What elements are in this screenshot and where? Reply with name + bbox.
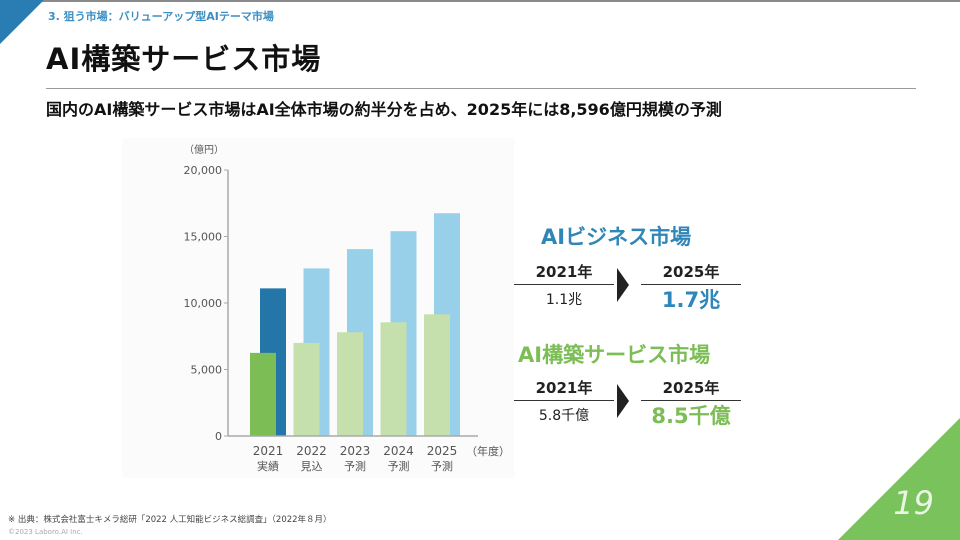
copyright: ©2023 Laboro.AI Inc.: [8, 528, 83, 536]
kpi-from-value: 1.1兆: [545, 292, 583, 308]
page-subtitle: 国内のAI構築サービス市場はAI全体市場の約半分を占め、2025年には8,596…: [46, 100, 722, 119]
arrow-right-icon: [617, 384, 629, 418]
kpi-to-value: 1.7兆: [661, 288, 721, 312]
bar-ai-construction-2024: [380, 322, 407, 436]
x-tick-sublabel: 予測: [388, 459, 410, 473]
x-tick-label: 2023: [340, 444, 371, 458]
y-tick-label: 10,000: [184, 297, 223, 310]
x-tick-label: 2025: [427, 444, 458, 458]
corner-decoration-bottom-right: [838, 418, 960, 540]
x-axis-label: （年度）: [466, 444, 510, 458]
kpi-title-ai-construction: AI構築サービス市場: [518, 343, 711, 367]
x-tick-label: 2022: [296, 444, 327, 458]
kpi-to-ai-business: 2025年 1.7兆: [641, 260, 741, 315]
title-divider: [46, 88, 916, 89]
kpi-from-year: 2021年: [514, 260, 614, 285]
x-tick-sublabel: 予測: [431, 459, 453, 473]
arrow-right-icon: [617, 268, 629, 302]
y-tick-label: 0: [215, 430, 222, 443]
x-tick-label: 2021: [253, 444, 284, 458]
kpi-title-ai-business: AIビジネス市場: [541, 225, 692, 249]
kpi-to-year: 2025年: [641, 376, 741, 401]
kpi-to-year: 2025年: [641, 260, 741, 285]
x-tick-label: 2024: [383, 444, 414, 458]
kpi-to-value: 8.5千億: [651, 404, 731, 428]
y-tick-label: 15,000: [184, 231, 223, 244]
kpi-to-ai-construction: 2025年 8.5千億: [641, 376, 741, 431]
source-note: ※ 出典：株式会社富士キメラ総研「2022 人工知能ビジネス総調査」（2022年…: [8, 515, 332, 525]
x-tick-sublabel: 実績: [257, 459, 279, 473]
corner-decoration-top-left: [0, 0, 44, 44]
y-axis-label: （億円）: [184, 143, 224, 156]
section-label: 3. 狙う市場：バリューアップ型AIテーマ市場: [48, 10, 274, 23]
bar-ai-construction-2021: [250, 352, 276, 436]
y-tick-label: 5,000: [191, 364, 223, 377]
page-title: AI構築サービス市場: [46, 42, 322, 76]
y-tick-label: 20,000: [184, 164, 223, 177]
bar-ai-construction-2023: [337, 332, 363, 436]
kpi-from-ai-business: 2021年 1.1兆: [514, 260, 614, 315]
x-tick-sublabel: 予測: [344, 459, 366, 473]
kpi-from-value: 5.8千億: [538, 408, 590, 424]
bar-ai-construction-2022: [293, 342, 320, 436]
kpi-from-ai-construction: 2021年 5.8千億: [514, 376, 614, 431]
top-border: [0, 0, 960, 2]
kpi-from-year: 2021年: [514, 376, 614, 401]
bar-ai-construction-2025: [424, 314, 450, 436]
page-number: 19: [893, 484, 934, 522]
x-tick-sublabel: 見込: [301, 460, 323, 473]
